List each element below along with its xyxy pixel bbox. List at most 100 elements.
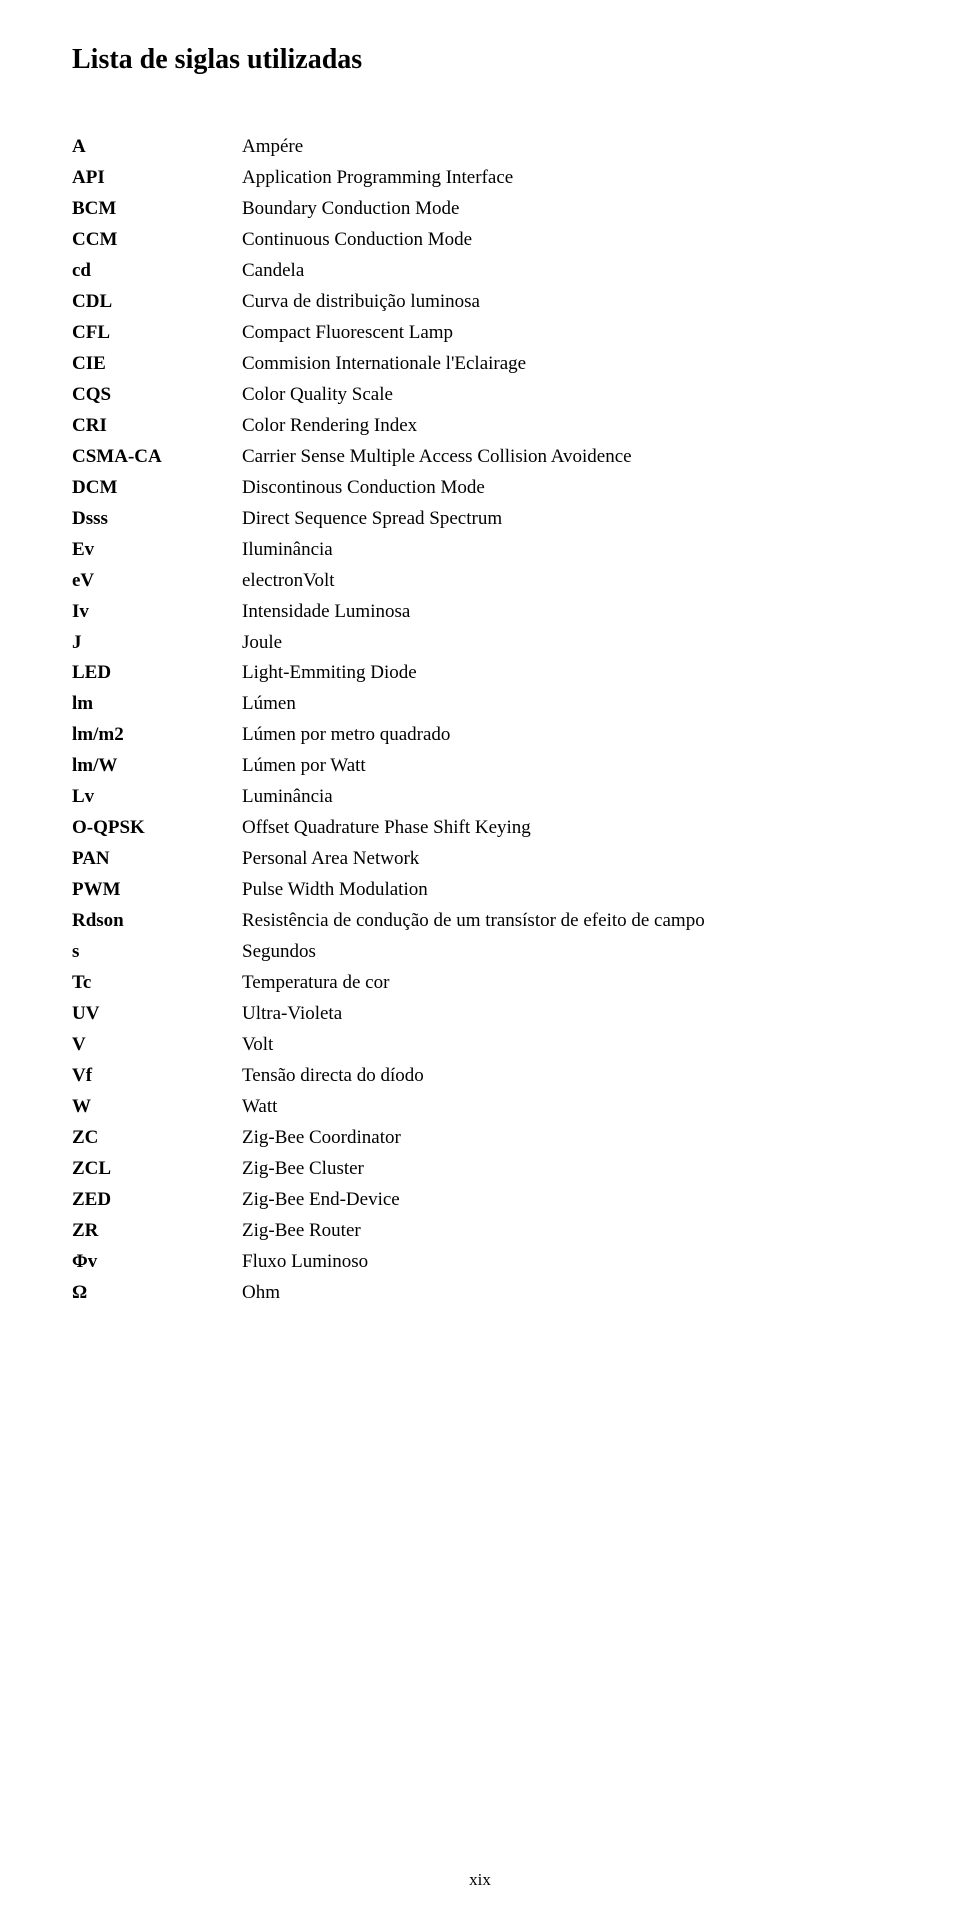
abbreviation-term: CCM [72,225,242,256]
abbreviation-row: CCMContinuous Conduction Mode [72,225,888,256]
abbreviation-term: W [72,1092,242,1123]
abbreviation-term: Ω [72,1278,242,1309]
abbreviation-definition: Ampére [242,132,888,163]
abbreviation-term: CQS [72,380,242,411]
abbreviation-definition: Curva de distribuição luminosa [242,287,888,318]
abbreviation-row: lmLúmen [72,689,888,720]
abbreviation-term: s [72,937,242,968]
abbreviation-row: WWatt [72,1092,888,1123]
abbreviation-term: ZC [72,1123,242,1154]
abbreviation-term: cd [72,256,242,287]
abbreviation-term: Iv [72,597,242,628]
abbreviation-definition: Carrier Sense Multiple Access Collision … [242,442,888,473]
abbreviation-row: CDLCurva de distribuição luminosa [72,287,888,318]
abbreviation-term: O-QPSK [72,813,242,844]
abbreviation-term: CRI [72,411,242,442]
abbreviation-definition: Lúmen por metro quadrado [242,720,888,751]
abbreviation-definition: electronVolt [242,566,888,597]
abbreviation-row: BCMBoundary Conduction Mode [72,194,888,225]
abbreviation-definition: Zig-Bee Cluster [242,1154,888,1185]
abbreviation-term: UV [72,999,242,1030]
abbreviation-definition: Luminância [242,782,888,813]
abbreviation-term: DCM [72,473,242,504]
abbreviation-term: PWM [72,875,242,906]
abbreviation-definition: Application Programming Interface [242,163,888,194]
abbreviation-row: VfTensão directa do díodo [72,1061,888,1092]
abbreviation-definition: Color Rendering Index [242,411,888,442]
abbreviation-term: ZR [72,1216,242,1247]
abbreviation-row: ΩOhm [72,1278,888,1309]
abbreviation-row: O-QPSKOffset Quadrature Phase Shift Keyi… [72,813,888,844]
abbreviation-row: EvIluminância [72,535,888,566]
abbreviation-row: ZCLZig-Bee Cluster [72,1154,888,1185]
abbreviation-definition: Zig-Bee Coordinator [242,1123,888,1154]
abbreviation-definition: Continuous Conduction Mode [242,225,888,256]
abbreviation-definition: Direct Sequence Spread Spectrum [242,504,888,535]
abbreviation-term: Rdson [72,906,242,937]
abbreviation-definition: Fluxo Luminoso [242,1247,888,1278]
abbreviation-row: CFLCompact Fluorescent Lamp [72,318,888,349]
abbreviation-row: CSMA-CACarrier Sense Multiple Access Col… [72,442,888,473]
abbreviation-definition: Joule [242,628,888,659]
abbreviation-definition: Tensão directa do díodo [242,1061,888,1092]
abbreviation-definition: Volt [242,1030,888,1061]
abbreviation-definition: Pulse Width Modulation [242,875,888,906]
abbreviation-term: lm/m2 [72,720,242,751]
abbreviation-definition: Zig-Bee End-Device [242,1185,888,1216]
abbreviation-row: lm/WLúmen por Watt [72,751,888,782]
page-title: Lista de siglas utilizadas [72,44,888,76]
abbreviation-term: LED [72,658,242,689]
abbreviation-definition: Lúmen [242,689,888,720]
abbreviation-term: BCM [72,194,242,225]
abbreviation-definition: Iluminância [242,535,888,566]
abbreviation-definition: Candela [242,256,888,287]
abbreviation-row: ZCZig-Bee Coordinator [72,1123,888,1154]
abbreviation-row: PWMPulse Width Modulation [72,875,888,906]
abbreviation-term: J [72,628,242,659]
abbreviation-term: API [72,163,242,194]
abbreviation-row: cdCandela [72,256,888,287]
abbreviation-definition: Segundos [242,937,888,968]
abbreviation-term: ZCL [72,1154,242,1185]
abbreviation-term: lm/W [72,751,242,782]
abbreviation-term: Vf [72,1061,242,1092]
abbreviation-definition: Intensidade Luminosa [242,597,888,628]
abbreviation-term: PAN [72,844,242,875]
abbreviation-definition: Temperatura de cor [242,968,888,999]
abbreviation-row: ZRZig-Bee Router [72,1216,888,1247]
abbreviation-definition: Lúmen por Watt [242,751,888,782]
abbreviation-row: ΦvFluxo Luminoso [72,1247,888,1278]
abbreviation-row: CQSColor Quality Scale [72,380,888,411]
abbreviation-row: TcTemperatura de cor [72,968,888,999]
abbreviation-row: VVolt [72,1030,888,1061]
abbreviation-row: sSegundos [72,937,888,968]
abbreviation-term: Tc [72,968,242,999]
abbreviation-term: eV [72,566,242,597]
abbreviation-definition: Zig-Bee Router [242,1216,888,1247]
abbreviation-term: CIE [72,349,242,380]
abbreviation-definition: Watt [242,1092,888,1123]
abbreviation-list: AAmpéreAPIApplication Programming Interf… [72,132,888,1309]
abbreviation-definition: Offset Quadrature Phase Shift Keying [242,813,888,844]
abbreviation-definition: Ohm [242,1278,888,1309]
abbreviation-definition: Ultra-Violeta [242,999,888,1030]
abbreviation-row: APIApplication Programming Interface [72,163,888,194]
abbreviation-definition: Color Quality Scale [242,380,888,411]
abbreviation-row: JJoule [72,628,888,659]
abbreviation-row: ZEDZig-Bee End-Device [72,1185,888,1216]
page-number: xix [0,1870,960,1890]
abbreviation-row: UVUltra-Violeta [72,999,888,1030]
abbreviation-term: V [72,1030,242,1061]
abbreviation-term: A [72,132,242,163]
abbreviation-row: AAmpére [72,132,888,163]
abbreviation-row: LvLuminância [72,782,888,813]
abbreviation-definition: Discontinous Conduction Mode [242,473,888,504]
abbreviation-row: DsssDirect Sequence Spread Spectrum [72,504,888,535]
abbreviation-term: CSMA-CA [72,442,242,473]
abbreviation-term: CFL [72,318,242,349]
abbreviation-definition: Compact Fluorescent Lamp [242,318,888,349]
abbreviation-definition: Commision Internationale l'Eclairage [242,349,888,380]
abbreviation-term: Lv [72,782,242,813]
abbreviation-row: CIECommision Internationale l'Eclairage [72,349,888,380]
abbreviation-definition: Resistência de condução de um transístor… [242,906,888,937]
